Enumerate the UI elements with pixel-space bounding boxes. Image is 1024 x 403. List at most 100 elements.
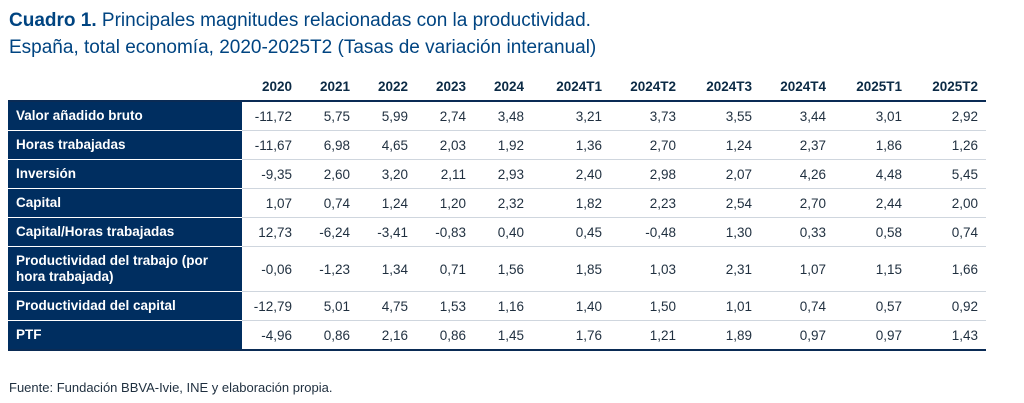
- table-cell: 1,40: [575, 298, 602, 314]
- table-cell: 4,75: [381, 298, 408, 314]
- table-cell: -6,24: [319, 224, 350, 240]
- row-label: Productividad del trabajo (por hora trab…: [8, 246, 242, 292]
- table-cell: 2,23: [649, 195, 676, 211]
- caption-subtitle: España, total economía, 2020-2025T2 (Tas…: [9, 37, 597, 58]
- table-cell: 2,00: [951, 195, 978, 211]
- table-cell: 1,56: [497, 261, 524, 277]
- table-cell: 6,98: [323, 137, 350, 153]
- table-cell: 3,21: [575, 108, 602, 124]
- table-cell: 1,43: [951, 327, 978, 343]
- table-cell: 1,53: [439, 298, 466, 314]
- column-header: 2024T4: [760, 72, 834, 102]
- table-cell: 2,74: [439, 108, 466, 124]
- table-cell: 1,01: [725, 298, 752, 314]
- column-header: 2024T2: [610, 72, 684, 102]
- table-cell: -11,67: [254, 137, 292, 153]
- table-cell: -0,48: [645, 224, 676, 240]
- column-header: 2024T3: [684, 72, 760, 102]
- table-cell: 4,48: [875, 166, 902, 182]
- table-cell: 3,44: [799, 108, 826, 124]
- table-cell: -0,06: [261, 261, 292, 277]
- table-cell: 1,21: [649, 327, 676, 343]
- table-cell: 1,16: [497, 298, 524, 314]
- row-label: Horas trabajadas: [8, 130, 242, 160]
- table-cell: -3,41: [377, 224, 408, 240]
- column-header: 2024: [474, 72, 532, 102]
- table-cell: 2,03: [439, 137, 466, 153]
- table-cell: 2,70: [799, 195, 826, 211]
- table-cell: 2,54: [725, 195, 752, 211]
- table-row: Inversión -9,35 2,60 3,20 2,11 2,93 2,40 2,98 2,…: [8, 159, 986, 189]
- table-cell: 2,60: [323, 166, 350, 182]
- table-cell: 2,11: [440, 166, 466, 182]
- table-cell: 0,74: [323, 195, 350, 211]
- row-label: PTF: [8, 320, 242, 351]
- table-cell: 0,74: [799, 298, 826, 314]
- table-cell: 1,36: [575, 137, 602, 153]
- table-cell: 1,07: [799, 261, 826, 277]
- table-cell: 5,45: [951, 166, 978, 182]
- table-cell: 1,86: [875, 137, 902, 153]
- column-header: 2025T1: [834, 72, 910, 102]
- table-cell: 0,86: [439, 327, 466, 343]
- column-header: 2022: [358, 72, 416, 102]
- table-row: Valor añadido bruto -11,72 5,75 5,99 2,74 3,4…: [8, 101, 986, 131]
- table-cell: 1,45: [497, 327, 524, 343]
- table-cell: -0,83: [435, 224, 466, 240]
- table-cell: 0,97: [799, 327, 826, 343]
- table-cell: 2,93: [497, 166, 524, 182]
- table-cell: 1,82: [575, 195, 602, 211]
- table-cell: 3,73: [649, 108, 676, 124]
- table-cell: 5,75: [323, 108, 350, 124]
- table-cell: 2,92: [951, 108, 978, 124]
- table-row: PTF -4,96 0,86 2,16 0,86 1,45 1,76 1,21 1,89 0,97…: [8, 320, 986, 351]
- table-cell: -4,96: [261, 327, 292, 343]
- table-cell: 1,20: [439, 195, 466, 211]
- row-label: Productividad del capital: [8, 291, 242, 321]
- table-cell: 4,26: [799, 166, 826, 182]
- row-label: Capital: [8, 188, 242, 218]
- table-cell: 1,89: [725, 327, 752, 343]
- table-cell: 1,50: [649, 298, 676, 314]
- table-cell: 4,65: [381, 137, 408, 153]
- table-cell: -11,72: [254, 108, 292, 124]
- table-cell: 2,98: [649, 166, 676, 182]
- table-cell: 2,31: [725, 261, 752, 277]
- table-cell: 2,37: [799, 137, 826, 153]
- caption-line-1: Cuadro 1. Principales magnitudes relacio…: [9, 7, 1014, 34]
- table-row: Capital/Horas trabajadas 12,73 -6,24 -3,41 -…: [8, 217, 986, 247]
- table-cell: 0,57: [875, 298, 902, 314]
- column-header: 2025T2: [910, 72, 986, 102]
- table-cell: 1,24: [381, 195, 408, 211]
- table-cell: 2,44: [875, 195, 902, 211]
- column-header: 2021: [300, 72, 358, 102]
- header-corner: [8, 72, 242, 102]
- table-cell: 1,26: [951, 137, 978, 153]
- table-cell: 1,03: [649, 261, 676, 277]
- table-cell: 0,86: [323, 327, 350, 343]
- table-cell: 0,40: [497, 224, 524, 240]
- table-cell: 0,97: [875, 327, 902, 343]
- table-body: Valor añadido bruto -11,72 5,75 5,99 2,74 3,4…: [8, 101, 986, 351]
- table-cell: 1,07: [265, 195, 292, 211]
- table-header-row: 2020 2021 2022 2023 2024 2024T1 2024T2 2024T3 20…: [8, 72, 986, 102]
- table-cell: -1,23: [319, 261, 350, 277]
- table-cell: 1,85: [575, 261, 602, 277]
- table-cell: 2,07: [725, 166, 752, 182]
- table-cell: 1,15: [875, 261, 902, 277]
- table-row: Capital 1,07 0,74 1,24 1,20 2,32 1,82 2,23 2,54 2…: [8, 188, 986, 218]
- table-cell: -9,35: [261, 166, 292, 182]
- table-cell: 3,55: [725, 108, 752, 124]
- table-cell: 0,74: [951, 224, 978, 240]
- table-cell: 5,01: [323, 298, 350, 314]
- table-cell: 1,34: [381, 261, 408, 277]
- caption-title: Principales magnitudes relacionadas con …: [96, 10, 591, 31]
- table-cell: 2,40: [575, 166, 602, 182]
- table-cell: 0,92: [951, 298, 978, 314]
- source-note: Fuente: Fundación BBVA-Ivie, INE y elabo…: [9, 380, 333, 395]
- row-label: Capital/Horas trabajadas: [8, 217, 242, 247]
- table-cell: 0,33: [799, 224, 826, 240]
- row-label: Inversión: [8, 159, 242, 189]
- column-header: 2020: [242, 72, 300, 102]
- table-cell: 0,58: [875, 224, 902, 240]
